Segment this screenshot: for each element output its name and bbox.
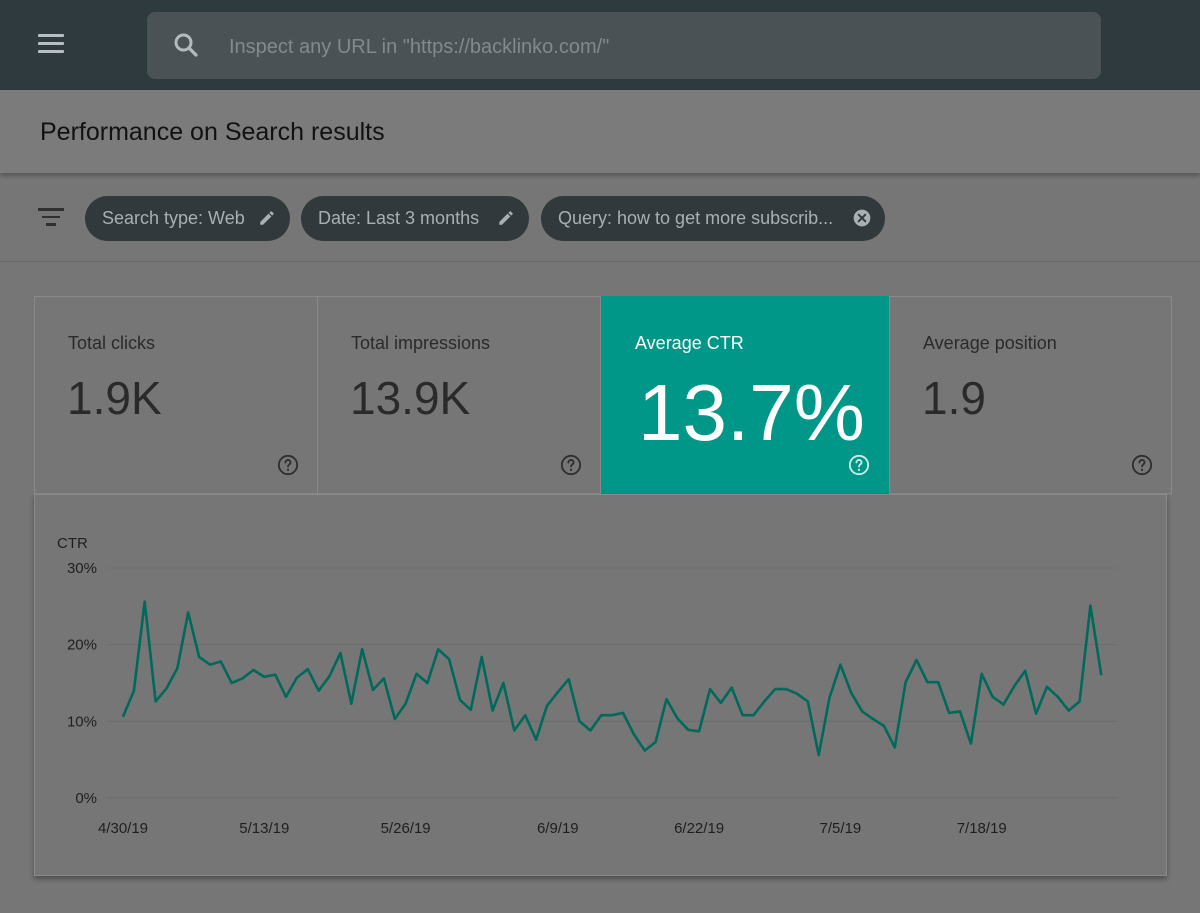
x-tick-label: 6/22/19 [674,820,724,837]
pencil-icon[interactable] [258,209,276,227]
chip-label: Date: Last 3 months [318,208,480,228]
metric-value: 13.7% [638,368,865,457]
x-tick-label: 7/18/19 [957,820,1007,837]
url-inspection-input[interactable] [227,32,1071,62]
y-tick-label: 20% [67,637,97,654]
metric-value: 13.9K [350,372,471,424]
metric-card-total-clicks[interactable]: Total clicks 1.9K [34,296,318,494]
metric-card-total-impressions[interactable]: Total impressions 13.9K [317,296,601,494]
ctr-series-line [121,600,1103,757]
metric-cards: Total clicks 1.9K Total impressions 13.9… [34,296,1172,494]
y-tick-label: 10% [67,713,97,730]
metric-value: 1.9 [922,372,986,424]
y-axis-label: CTR [57,535,88,552]
hamburger-menu-icon[interactable] [38,34,64,56]
url-inspection-search-box[interactable] [147,12,1101,79]
ctr-chart-card: CTR 0% 10% 20% 30% 4/30/19 5/13/19 5/26/19 6/9… [34,494,1167,876]
chip-label: Query: how to get more subscrib... [558,208,834,228]
help-icon[interactable] [1131,454,1153,476]
x-tick-label: 7/5/19 [820,820,862,837]
top-app-bar [0,0,1200,90]
chip-label: Search type: Web [102,208,245,228]
metric-label: Total impressions [351,333,491,353]
chip-query[interactable]: Query: how to get more subscrib... [541,196,885,241]
x-tick-label: 6/9/19 [537,820,579,837]
divider [0,261,1200,262]
x-tick-label: 5/13/19 [239,820,289,837]
metric-card-average-position[interactable]: Average position 1.9 [889,296,1172,494]
ctr-line-chart[interactable]: CTR 0% 10% 20% 30% 4/30/19 5/13/19 5/26/19 6/9… [35,495,1166,875]
page-header: Performance on Search results [0,90,1200,173]
help-icon[interactable] [277,454,299,476]
chip-date-range[interactable]: Date: Last 3 months [301,196,529,241]
close-circle-icon[interactable] [852,208,872,228]
pencil-icon[interactable] [497,209,515,227]
y-tick-label: 30% [67,560,97,577]
help-icon[interactable] [848,454,870,476]
page-title: Performance on Search results [40,118,385,146]
metric-label: Total clicks [68,333,156,353]
search-icon[interactable] [171,30,201,60]
metric-label: Average position [923,333,1057,353]
metric-value: 1.9K [67,372,162,424]
help-icon[interactable] [560,454,582,476]
y-tick-label: 0% [75,790,97,807]
metric-card-average-ctr[interactable]: Average CTR 13.7% [601,296,889,494]
x-tick-label: 4/30/19 [98,820,148,837]
filter-icon[interactable] [38,208,64,230]
x-tick-label: 5/26/19 [381,820,431,837]
chip-search-type[interactable]: Search type: Web [85,196,290,241]
metric-label: Average CTR [635,333,744,353]
